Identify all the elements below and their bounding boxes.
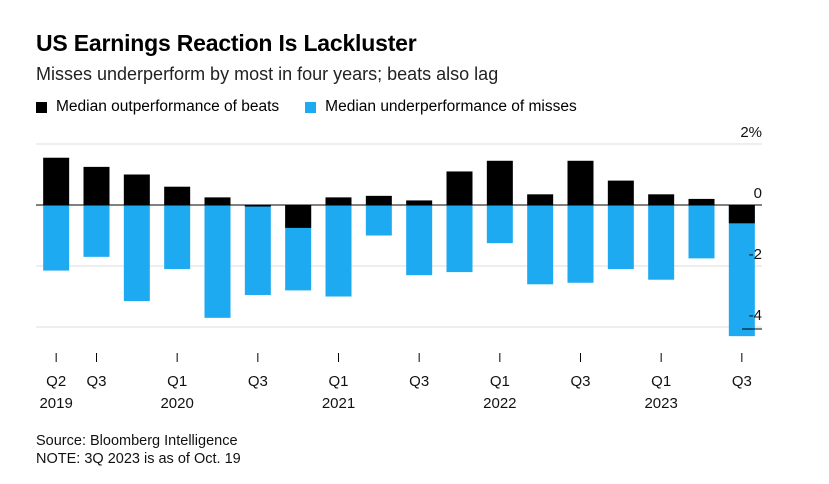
x-tick-label: Q1 <box>651 373 671 390</box>
bar-chart: 2% 0 -2 -4 Q2 2019 Q3 Q1 2020 Q3 Q1 2021 Q3 Q1 2022 Q3 Q… <box>36 124 762 412</box>
bar-beats <box>244 205 271 207</box>
x-tick-label: Q3 <box>86 373 106 390</box>
data-note: NOTE: 3Q 2023 is as of Oct. 19 <box>36 451 241 467</box>
bar-beats <box>688 198 715 205</box>
bar-beats <box>43 157 70 205</box>
bar-beats <box>486 160 513 205</box>
chart-subtitle: Misses underperform by most in four year… <box>36 64 499 84</box>
bar-beats <box>365 195 392 205</box>
chart-legend: Median outperformance of beats Median un… <box>36 98 603 116</box>
bar-misses <box>365 205 392 236</box>
bar-misses <box>164 205 191 270</box>
x-tick-label: Q3 <box>248 373 268 390</box>
bar-beats <box>406 200 433 205</box>
legend-item-beats: Median outperformance of beats <box>36 98 279 116</box>
source-note: Source: Bloomberg Intelligence <box>36 433 238 449</box>
bar-misses <box>123 205 150 302</box>
bar-beats <box>607 180 634 205</box>
bar-misses <box>325 205 352 297</box>
bar-misses <box>83 205 110 257</box>
chart-title: US Earnings Reaction Is Lackluster <box>36 30 417 56</box>
x-tick-year-label: 2019 <box>39 395 72 412</box>
x-tick-label: Q3 <box>409 373 429 390</box>
bar-misses <box>446 205 473 273</box>
x-tick-label: Q1 <box>328 373 348 390</box>
x-tick-label: Q3 <box>732 373 752 390</box>
x-tick-year-label: 2021 <box>322 395 355 412</box>
y-tick-label: -2 <box>749 246 762 263</box>
bar-beats <box>527 194 554 205</box>
x-tick-label: Q1 <box>490 373 510 390</box>
x-tick-year-label: 2023 <box>644 395 677 412</box>
y-tick-label: 2% <box>740 124 762 141</box>
bar-misses <box>527 205 554 285</box>
bar-beats <box>446 171 473 205</box>
bar-beats <box>728 205 755 224</box>
bar-misses <box>406 205 433 276</box>
bar-misses <box>43 205 70 271</box>
legend-item-misses: Median underperformance of misses <box>305 98 577 116</box>
bar-misses <box>567 205 594 283</box>
x-tick-label: Q2 <box>46 373 66 390</box>
bar-beats <box>325 197 352 205</box>
bar-beats <box>204 197 231 205</box>
x-tick-label: Q3 <box>570 373 590 390</box>
bar-misses <box>728 205 755 337</box>
x-tick-label: Q1 <box>167 373 187 390</box>
legend-label-misses: Median underperformance of misses <box>325 98 577 115</box>
bar-beats <box>285 205 312 228</box>
chart-footer: Source: Bloomberg Intelligence NOTE: 3Q … <box>36 432 241 468</box>
x-tick-year-label: 2020 <box>160 395 193 412</box>
bar-beats <box>83 166 110 205</box>
bar-misses <box>244 205 271 295</box>
bar-misses <box>688 205 715 259</box>
legend-swatch-beats <box>36 101 47 113</box>
bar-beats <box>123 174 150 205</box>
bar-beats <box>648 194 675 205</box>
legend-label-beats: Median outperformance of beats <box>56 98 280 115</box>
y-tick-label: 0 <box>754 185 762 202</box>
bar-beats <box>164 186 191 205</box>
legend-swatch-misses <box>305 101 317 113</box>
x-tick-year-label: 2022 <box>483 395 516 412</box>
bar-beats <box>567 160 594 205</box>
y-tick-label: -4 <box>749 307 762 324</box>
bar-misses <box>648 205 675 280</box>
bar-misses <box>607 205 634 270</box>
bar-misses <box>204 205 231 318</box>
bar-misses <box>486 205 513 244</box>
